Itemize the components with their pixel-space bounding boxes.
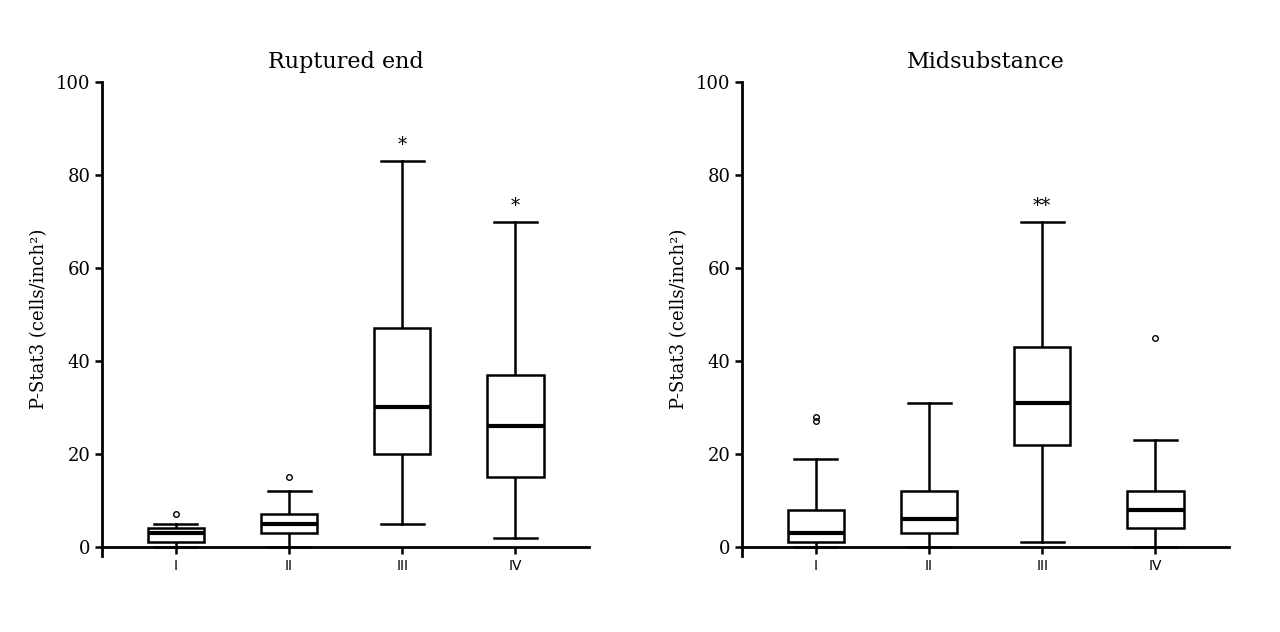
Bar [901, 491, 957, 533]
Bar [486, 375, 544, 477]
Title: Midsubstance: Midsubstance [906, 51, 1065, 73]
Text: *: * [511, 197, 520, 215]
Text: **: ** [1033, 197, 1051, 215]
Text: *: * [398, 136, 407, 154]
Bar [374, 329, 430, 454]
Bar [261, 514, 317, 533]
Bar [147, 528, 205, 542]
Bar [1014, 347, 1070, 445]
Title: Ruptured end: Ruptured end [268, 51, 424, 73]
Bar [787, 509, 845, 542]
Bar [1126, 491, 1184, 528]
Y-axis label: P-Stat3 (cells/inch²): P-Stat3 (cells/inch²) [669, 229, 687, 410]
Y-axis label: P-Stat3 (cells/inch²): P-Stat3 (cells/inch²) [29, 229, 47, 410]
